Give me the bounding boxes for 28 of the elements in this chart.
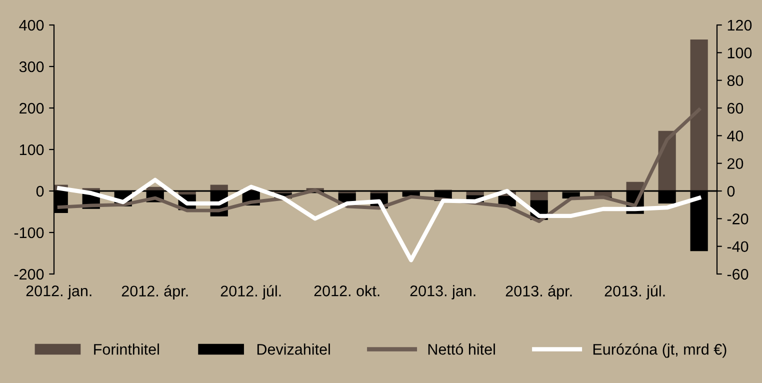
y-tick-label: 0 <box>36 186 44 197</box>
y2-tick-label: 40 <box>727 130 744 142</box>
y-tick-label: -100 <box>14 227 44 238</box>
legend-label: Nettó hitel <box>428 343 495 355</box>
y2-tick-label: -20 <box>727 214 748 224</box>
x-tick-label: 2013. ápr. <box>506 285 572 300</box>
legend-label: Eurózóna (jt, mrd €) <box>593 343 726 358</box>
y2-tick-label: 100 <box>728 48 752 58</box>
y2-tick-label: 60 <box>728 102 744 114</box>
legend-label: Forinthitel <box>94 344 159 355</box>
y-tick-label: 100 <box>20 144 44 156</box>
y2-tick-label: 20 <box>727 158 744 170</box>
x-tick-label: 2013. jan. <box>410 285 476 300</box>
y2-tick-label: 0 <box>727 186 735 197</box>
y-tick-label: 300 <box>19 61 44 72</box>
x-tick-label: 2013. júl. <box>604 285 665 300</box>
y-tick-label: 400 <box>19 20 44 31</box>
x-tick-label: 2012. ápr. <box>122 285 188 300</box>
y-tick-label: 200 <box>20 102 44 114</box>
y2-tick-label: 120 <box>728 20 752 31</box>
x-tick-label: 2012. júl. <box>220 285 281 300</box>
y2-tick-label: 80 <box>727 75 744 86</box>
y2-tick-label: -60 <box>727 268 748 280</box>
y-tick-label: -200 <box>14 268 44 280</box>
legend-label: Devizahitel <box>257 344 330 355</box>
y2-tick-label: -40 <box>727 241 748 252</box>
x-tick-label: 2012. okt. <box>314 285 380 296</box>
x-tick-label: 2012. jan. <box>26 285 92 300</box>
